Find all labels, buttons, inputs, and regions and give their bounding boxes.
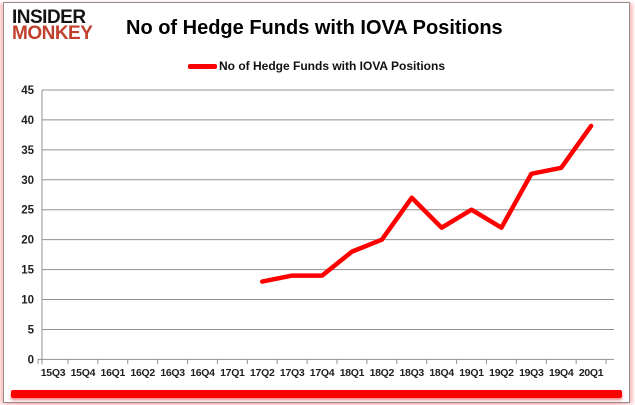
x-axis-tick-label: 18Q1 [340, 367, 365, 379]
y-axis-tick-label: 35 [21, 145, 34, 157]
y-axis-tick-label: 45 [21, 85, 34, 97]
x-axis-tick-label: 18Q4 [429, 367, 454, 379]
y-axis-tick-label: 10 [21, 295, 34, 307]
legend-line-swatch [188, 63, 217, 69]
x-axis-tick-label: 15Q4 [71, 367, 96, 379]
x-axis-tick-label: 16Q3 [160, 367, 185, 379]
insider-monkey-logo: INSIDER MONKEY [12, 7, 93, 44]
y-axis-tick-label: 25 [21, 205, 34, 217]
logo-line-monkey: MONKEY [12, 23, 93, 44]
y-axis-tick-label: 40 [21, 115, 34, 127]
x-axis-tick-label: 16Q2 [130, 367, 155, 379]
x-axis-tick-label: 18Q2 [370, 367, 395, 379]
x-axis-tick-label: 19Q1 [459, 367, 484, 379]
chart-card: INSIDER MONKEY No of Hedge Funds with IO… [3, 2, 630, 403]
x-axis-tick-label: 19Q3 [519, 367, 544, 379]
x-axis-tick-label: 19Q4 [549, 367, 574, 379]
x-axis-tick-label: 17Q2 [250, 367, 275, 379]
logo-line-insider: INSIDER [12, 7, 86, 28]
x-axis-tick-label: 20Q1 [579, 367, 604, 379]
y-axis-tick-label: 5 [28, 324, 35, 336]
line-chart-plot: 0 5 10 15 20 25 30 35 40 45 15Q3 15Q4 16Q1 16Q2 16Q3 16… [21, 85, 614, 379]
x-axis-tick-label: 19Q2 [489, 367, 514, 379]
x-axis-tick-label: 15Q3 [41, 367, 66, 379]
bottom-red-bar [11, 390, 622, 398]
chart-title: No of Hedge Funds with IOVA Positions [126, 17, 503, 39]
y-axis-tick-label: 20 [21, 235, 34, 247]
y-axis-tick-label: 0 [28, 354, 34, 366]
x-axis-tick-label: 17Q1 [220, 367, 245, 379]
chart-legend: No of Hedge Funds with IOVA Positions [4, 59, 629, 73]
legend-label: No of Hedge Funds with IOVA Positions [219, 59, 445, 73]
x-axis-tick-label: 16Q1 [101, 367, 126, 379]
y-axis-tick-label: 30 [21, 175, 34, 187]
data-series-line [260, 123, 594, 284]
x-axis-tick-label: 16Q4 [190, 367, 215, 379]
x-axis-tick-label: 17Q4 [310, 367, 335, 379]
x-axis-tick-label: 18Q3 [399, 367, 424, 379]
y-axis-tick-label: 15 [21, 265, 34, 277]
x-axis-tick-label: 17Q3 [280, 367, 305, 379]
